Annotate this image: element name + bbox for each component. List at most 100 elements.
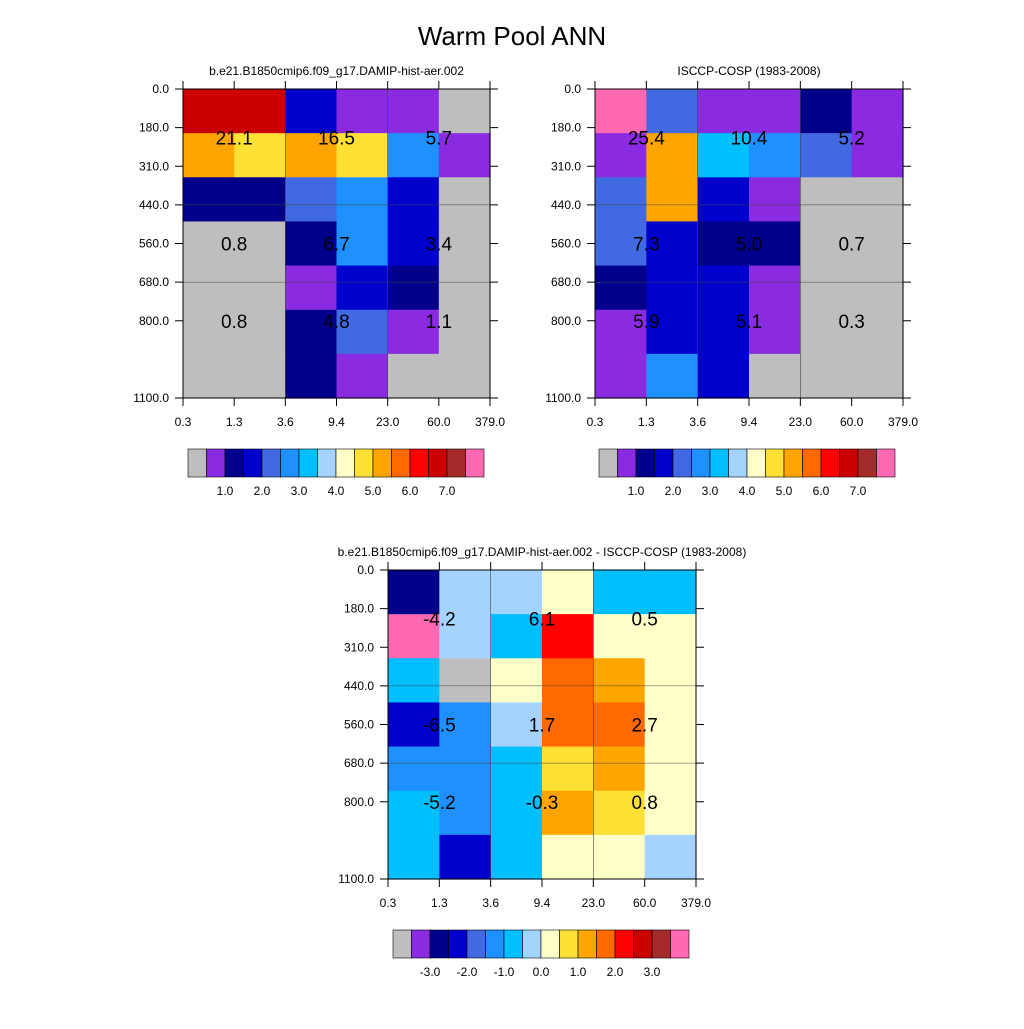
heatmap-cell — [183, 309, 235, 355]
panel-title: b.e21.B1850cmip6.f09_g17.DAMIP-hist-aer.… — [338, 545, 747, 559]
y-tick-label: 0.0 — [152, 82, 169, 96]
heatmap-cell — [336, 221, 389, 267]
colorbar-swatch — [411, 929, 431, 959]
heatmap-cell — [438, 89, 491, 134]
colorbar-swatch — [317, 448, 337, 478]
heatmap-cell — [387, 265, 440, 311]
heatmap-cell — [542, 702, 594, 748]
heatmap-cell — [387, 133, 440, 178]
heatmap-cell — [697, 89, 750, 134]
heatmap-cell — [749, 265, 801, 311]
colorbar-swatch — [187, 448, 207, 478]
heatmap-cell — [646, 353, 699, 399]
y-tick-label: 560.0 — [344, 718, 374, 732]
heatmap-cell — [439, 658, 492, 704]
y-tick-label: 440.0 — [139, 198, 169, 212]
colorbar-label: 1.0 — [628, 484, 645, 498]
heatmap-cell — [438, 265, 491, 311]
heatmap-cell — [387, 353, 440, 399]
heatmap-cell — [234, 89, 286, 134]
x-tick-label: 0.3 — [380, 896, 397, 910]
colorbar-swatch — [559, 929, 579, 959]
colorbar-swatch — [614, 929, 634, 959]
block-value-label: 16.5 — [318, 129, 355, 150]
heatmap-cell — [749, 89, 801, 134]
y-tick-label: 440.0 — [344, 679, 374, 693]
colorbar-swatch — [428, 448, 448, 478]
heatmap-cell — [439, 746, 492, 792]
colorbar-swatch — [466, 929, 486, 959]
heatmap-cell — [644, 702, 697, 748]
heatmap-cell — [644, 658, 697, 704]
heatmap-cell — [388, 790, 440, 836]
colorbar-label: -2.0 — [457, 965, 478, 979]
heatmap-cell — [593, 614, 646, 659]
x-tick-label: 9.4 — [741, 415, 758, 429]
heatmap-cell — [336, 309, 389, 355]
colorbar-swatch — [448, 929, 468, 959]
y-tick-label: 560.0 — [551, 237, 581, 251]
heatmap-cell — [646, 177, 699, 223]
colorbar-swatch — [429, 929, 449, 959]
heatmap-cell — [439, 702, 492, 748]
x-tick-label: 9.4 — [328, 415, 345, 429]
y-tick-label: 310.0 — [344, 640, 374, 654]
colorbar-swatch — [206, 448, 226, 478]
x-tick-label: 379.0 — [681, 896, 711, 910]
heatmap-cell — [595, 177, 647, 223]
heatmap-cell — [438, 177, 491, 223]
heatmap-cell — [644, 614, 697, 659]
block-value-label: -0.3 — [526, 793, 559, 814]
colorbar-label: 3.0 — [644, 965, 661, 979]
colorbar-swatch — [577, 929, 597, 959]
x-tick-label: 1.3 — [638, 415, 655, 429]
colorbar-swatch — [617, 448, 637, 478]
heatmap-cell — [542, 614, 594, 659]
colorbar-swatch — [372, 448, 392, 478]
heatmap-cell — [593, 790, 646, 836]
heatmap-cell — [183, 221, 235, 267]
panel-1: b.e21.B1850cmip6.f09_g17.DAMIP-hist-aer.… — [133, 64, 505, 498]
heatmap-cell — [490, 702, 543, 748]
block-value-label: 5.1 — [736, 312, 762, 333]
heatmap-cell — [336, 265, 389, 311]
heatmap-cell — [285, 133, 338, 178]
heatmap-cell — [697, 133, 750, 178]
heatmap-cell — [697, 177, 750, 223]
heatmap-cell — [749, 177, 801, 223]
colorbar-swatch — [354, 448, 374, 478]
heatmap-cell — [851, 309, 904, 355]
heatmap-cell — [593, 702, 646, 748]
block-value-label: 0.5 — [631, 610, 657, 631]
colorbar-swatch — [802, 448, 822, 478]
colorbar-label: 7.0 — [850, 484, 867, 498]
heatmap-cell — [749, 221, 801, 267]
colorbar-swatch — [670, 929, 690, 959]
heatmap-cell — [387, 177, 440, 223]
block-value-label: 0.8 — [631, 793, 657, 814]
colorbar-swatch — [857, 448, 877, 478]
heatmap-cell — [595, 221, 647, 267]
heatmap-cell — [800, 265, 853, 311]
heatmap-cell — [490, 834, 543, 880]
colorbar-swatch — [409, 448, 429, 478]
y-tick-label: 1100.0 — [338, 872, 374, 886]
colorbar-swatch — [298, 448, 318, 478]
heatmap-cell — [490, 614, 543, 659]
y-tick-label: 560.0 — [139, 237, 169, 251]
block-value-label: 5.9 — [633, 312, 659, 333]
heatmap-cell — [490, 746, 543, 792]
heatmap-cell — [438, 133, 491, 178]
x-tick-label: 60.0 — [427, 415, 451, 429]
panel-title: ISCCP-COSP (1983-2008) — [677, 64, 820, 78]
y-tick-label: 310.0 — [551, 159, 581, 173]
x-tick-label: 9.4 — [534, 896, 551, 910]
heatmap-cell — [646, 89, 699, 134]
colorbar-swatch — [261, 448, 281, 478]
panel-2: ISCCP-COSP (1983-2008) 0.0 180.0 310.0 440.0… — [545, 64, 918, 498]
colorbar-swatch — [635, 448, 655, 478]
heatmap-cell — [644, 570, 697, 615]
colorbar-swatch — [709, 448, 729, 478]
colorbar-swatch — [522, 929, 542, 959]
heatmap-cell — [439, 570, 492, 615]
